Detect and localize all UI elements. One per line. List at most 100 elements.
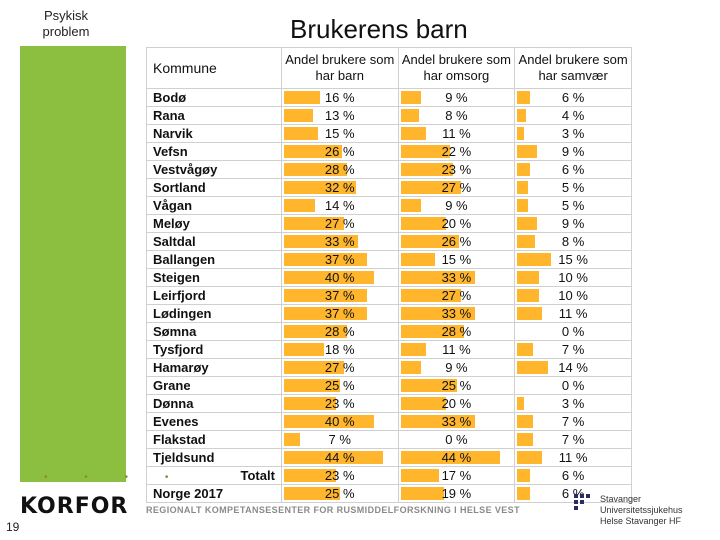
cell-value: 9 % — [561, 144, 585, 159]
cell-samvaer: 11 % — [514, 448, 632, 467]
cell-omsorg: 9 % — [397, 196, 516, 215]
table-row: Steigen 40 % 33 % 10 % — [146, 268, 632, 287]
cell-omsorg: 22 % — [397, 142, 516, 161]
cell-kommune: Leirfjord — [146, 286, 282, 305]
cell-value: 22 % — [441, 144, 472, 159]
cell-samvaer: 7 % — [514, 430, 632, 449]
value-bar — [517, 91, 531, 104]
cell-omsorg: 26 % — [397, 232, 516, 251]
value-bar — [400, 145, 450, 158]
value-bar — [400, 451, 500, 464]
hospital-logo: Stavanger Universitetssjukehus Helse Sta… — [572, 492, 712, 526]
cell-value: 44 % — [441, 450, 472, 465]
cell-value: 44 % — [324, 450, 355, 465]
cell-kommune: Grane — [146, 376, 282, 395]
cell-value: 25 % — [441, 378, 472, 393]
value-bar — [400, 487, 444, 500]
cell-value: 7 % — [328, 432, 351, 447]
cell-value: 23 % — [441, 162, 472, 177]
cell-value: 17 % — [441, 468, 472, 483]
value-bar — [517, 451, 543, 464]
value-bar — [283, 109, 313, 122]
cell-barn: 25 % — [280, 376, 399, 395]
value-bar — [283, 433, 300, 446]
cell-value: 7 % — [561, 342, 585, 357]
cell-omsorg: 17 % — [397, 466, 516, 485]
cell-kommune: Flakstad — [146, 430, 282, 449]
value-bar — [400, 469, 439, 482]
cell-kommune: Saltdal — [146, 232, 282, 251]
cell-kommune: Lødingen — [146, 304, 282, 323]
cell-omsorg: 20 % — [397, 394, 516, 413]
value-bar — [283, 91, 320, 104]
cell-value: 20 % — [441, 396, 472, 411]
value-bar — [517, 271, 540, 284]
table-row: Leirfjord 37 % 27 % 10 % — [146, 286, 632, 305]
value-bar — [400, 253, 435, 266]
cell-samvaer: 3 % — [514, 124, 632, 143]
value-bar — [283, 325, 347, 338]
value-bar — [400, 361, 421, 374]
cell-value: 8 % — [445, 108, 468, 123]
cell-samvaer: 6 % — [514, 88, 632, 107]
logo-dot — [586, 494, 590, 498]
cell-value: 13 % — [324, 108, 355, 123]
cell-omsorg: 11 % — [397, 340, 516, 359]
header-samvaer: Andel brukere som har samvær — [514, 47, 632, 89]
cell-value: 23 % — [324, 468, 355, 483]
header-kommune: Kommune — [146, 47, 282, 89]
logo-dot — [580, 494, 584, 498]
value-bar — [517, 307, 543, 320]
cell-barn: 37 % — [280, 250, 399, 269]
korfor-logo: KORFOR — [20, 494, 129, 519]
value-bar — [517, 469, 531, 482]
page-title: Brukerens barn — [290, 14, 468, 44]
table-row: Narvik 15 % 11 % 3 % — [146, 124, 632, 143]
cell-barn: 14 % — [280, 196, 399, 215]
cell-value: 0 % — [561, 378, 585, 393]
cell-kommune: Sømna — [146, 322, 282, 341]
value-bar — [283, 451, 383, 464]
cell-value: 6 % — [561, 162, 585, 177]
cell-omsorg: 27 % — [397, 286, 516, 305]
cell-samvaer: 0 % — [514, 376, 632, 395]
table-row: Vefsn 26 % 22 % 9 % — [146, 142, 632, 161]
cell-barn: 15 % — [280, 124, 399, 143]
cell-value: 28 % — [324, 162, 355, 177]
cell-value: 40 % — [324, 414, 355, 429]
cell-value: 7 % — [561, 414, 585, 429]
value-bar — [283, 199, 315, 212]
table-row: Vestvågøy 28 % 23 % 6 % — [146, 160, 632, 179]
cell-kommune: Narvik — [146, 124, 282, 143]
cell-samvaer: 15 % — [514, 250, 632, 269]
cell-kommune: Norge 2017 — [146, 484, 282, 503]
section-tag-line1: Psykisk — [43, 8, 89, 23]
value-bar — [517, 343, 534, 356]
cell-samvaer: 7 % — [514, 412, 632, 431]
cell-value: 10 % — [558, 288, 588, 303]
value-bar — [517, 163, 531, 176]
cell-omsorg: 20 % — [397, 214, 516, 233]
cell-samvaer: 4 % — [514, 106, 632, 125]
value-bar — [400, 199, 421, 212]
value-bar — [283, 469, 336, 482]
cell-value: 6 % — [561, 486, 585, 501]
cell-value: 32 % — [324, 180, 355, 195]
hospital-unit: Helse Stavanger HF — [600, 516, 682, 526]
cell-value: 14 % — [558, 360, 588, 375]
cell-value: 27 % — [441, 180, 472, 195]
cell-value: 9 % — [445, 90, 468, 105]
table-row: Ballangen 37 % 15 % 15 % — [146, 250, 632, 269]
cell-value: 11 % — [442, 126, 471, 141]
cell-samvaer: 7 % — [514, 340, 632, 359]
value-bar — [283, 289, 367, 302]
hospital-name: Stavanger Universitetssjukehus — [600, 494, 683, 515]
table-row: Vågan 14 % 9 % 5 % — [146, 196, 632, 215]
cell-value: 33 % — [441, 414, 472, 429]
cell-value: 26 % — [441, 234, 472, 249]
cell-samvaer: 8 % — [514, 232, 632, 251]
value-bar — [283, 127, 318, 140]
value-bar — [517, 397, 525, 410]
sidebar-accent — [20, 46, 126, 482]
cell-value: 11 % — [442, 342, 471, 357]
